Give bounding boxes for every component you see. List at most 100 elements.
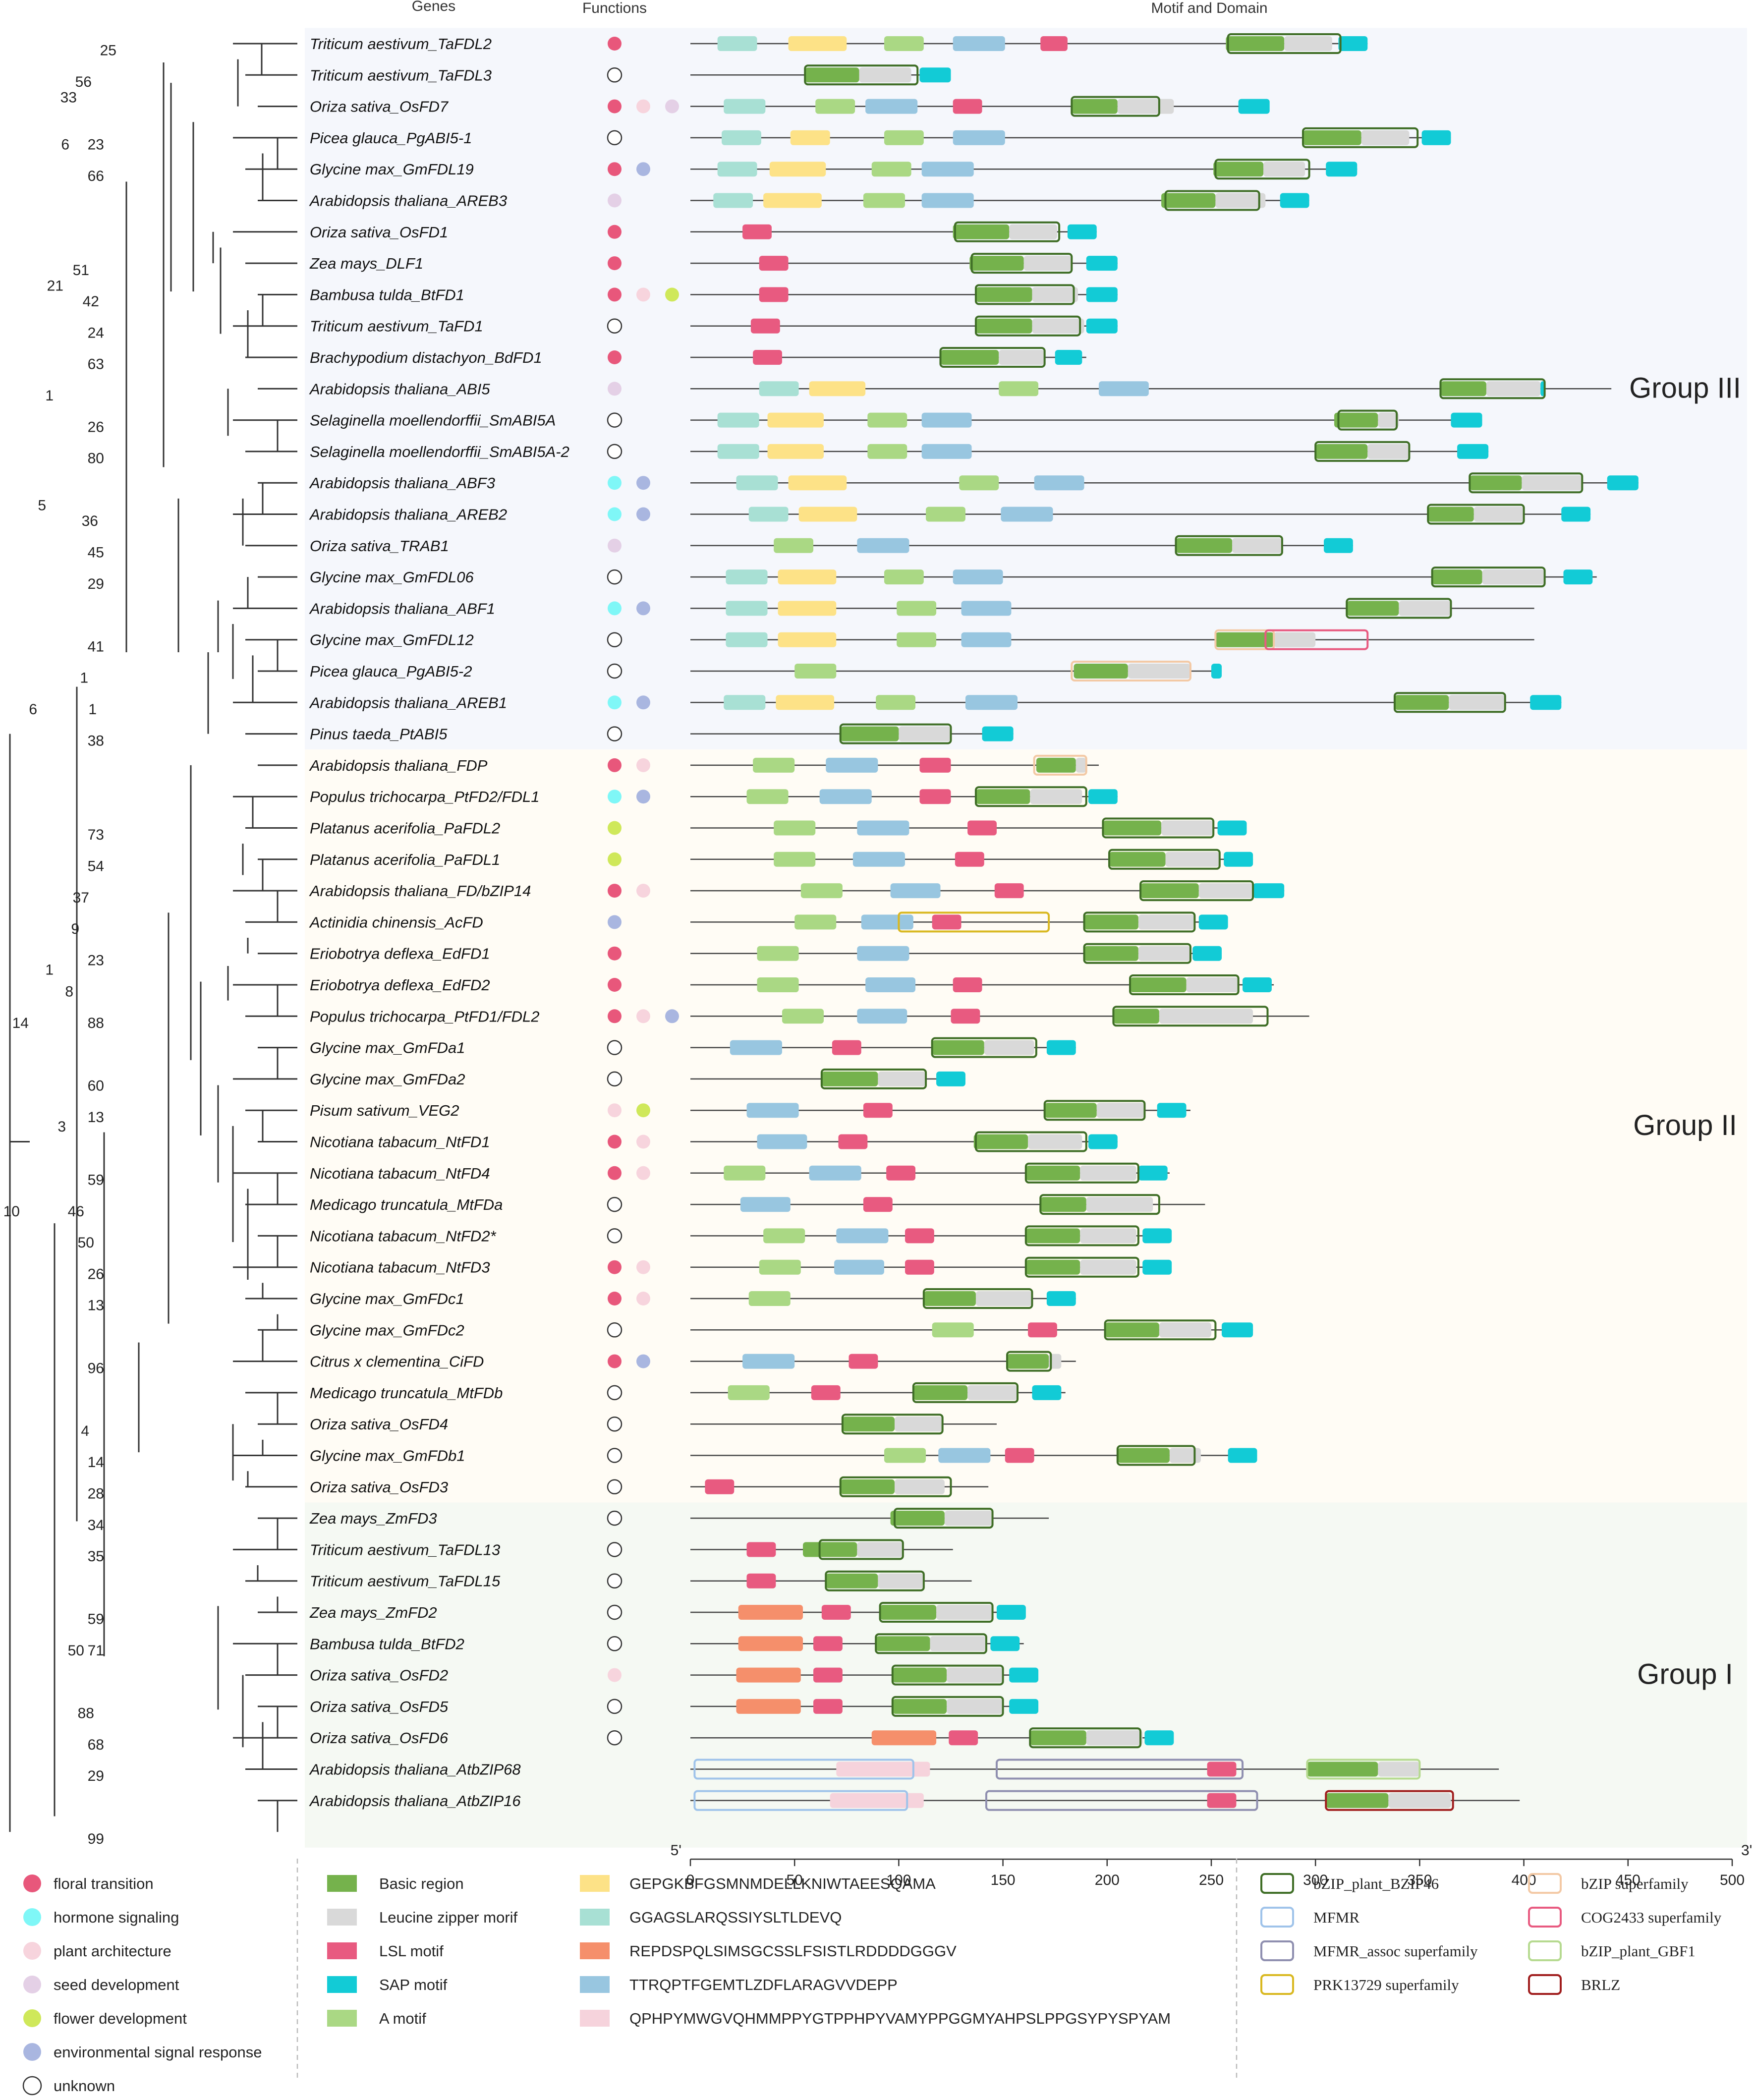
motif-lsl — [821, 1605, 851, 1620]
motif-basic — [892, 1699, 947, 1714]
legend-swatch-GBF1 — [1528, 1940, 1562, 1961]
function-dot-unknown — [607, 130, 622, 146]
legend-label: QPHPYMWGVQHMMPPYGTPPHPYVAMYPPGGMYAHPSLPP… — [629, 2010, 1171, 2027]
motif-m4 — [938, 1448, 991, 1463]
motif-zipper — [1117, 99, 1174, 114]
gene-label: Zea mays_ZmFD3 — [309, 1510, 437, 1527]
function-dot-architecture — [636, 1009, 650, 1023]
motif-m1 — [763, 193, 822, 208]
bootstrap-value: 35 — [88, 1548, 104, 1565]
motif-sap — [1009, 1699, 1039, 1714]
legend-label: Leucine zipper morif — [379, 1909, 518, 1926]
motif-sap — [1086, 256, 1118, 271]
motif-m4 — [852, 851, 905, 867]
motif-basic — [880, 1605, 937, 1620]
motif-sap — [996, 1605, 1026, 1620]
motif-basic — [975, 287, 1032, 302]
motif-basic — [969, 256, 1024, 271]
function-dot-floral — [608, 37, 622, 51]
function-dot-architecture — [636, 1260, 650, 1274]
motif-zipper — [1473, 507, 1524, 522]
motif-zipper — [1263, 162, 1305, 177]
motif-amotif — [897, 632, 937, 647]
legend-label: environmental signal response — [54, 2043, 262, 2061]
axis-five-prime: 5' — [671, 1842, 681, 1859]
motif-m4 — [961, 601, 1012, 616]
motif-zipper — [930, 1636, 986, 1651]
gene-labels: Triticum aestivum_TaFDL2 Triticum aestivu… — [309, 35, 569, 1810]
gene-label: Medicago truncatula_MtFDa — [310, 1196, 503, 1213]
motif-m1 — [778, 569, 837, 585]
motif-amotif — [999, 381, 1039, 397]
motif-amotif — [794, 914, 837, 930]
domain-bZIP_super — [1214, 629, 1275, 650]
motif-amotif — [884, 130, 924, 145]
domain-bZIP_plant_BZIP46 — [1024, 1225, 1139, 1247]
motif-zipper — [1009, 224, 1057, 239]
motif-basic — [940, 350, 999, 365]
bootstrap-value: 23 — [88, 137, 104, 153]
motif-lsl — [994, 883, 1024, 899]
motif-zipper — [894, 1479, 945, 1494]
domain-bZIP_plant_BZIP46 — [891, 1696, 1004, 1717]
motif-basic — [1117, 1448, 1170, 1463]
function-dot-hormone — [608, 476, 622, 490]
motif-zipper — [1378, 412, 1399, 428]
function-dot-seed — [608, 193, 622, 208]
function-dot-unknown — [607, 67, 622, 83]
motif-zipper — [1198, 883, 1253, 899]
legend-swatch-env — [23, 2043, 41, 2061]
motif-lsl — [813, 1699, 843, 1714]
bootstrap-value: 37 — [73, 890, 89, 906]
domain-bZIP_plant_BZIP46 — [891, 1664, 1004, 1686]
bootstrap-value: 10 — [3, 1203, 20, 1220]
motif-zipper — [947, 1699, 1003, 1714]
bootstrap-value: 6 — [61, 137, 69, 153]
function-dot-unknown — [607, 1416, 622, 1432]
gene-label: Zea mays_DLF1 — [309, 255, 423, 272]
bootstrap-value: 88 — [88, 1015, 104, 1031]
motif-zipper — [1128, 664, 1190, 679]
motif-basic — [1025, 1228, 1080, 1244]
function-dot-env — [636, 507, 650, 521]
motif-basic — [892, 1667, 947, 1683]
motif-zipper — [899, 726, 951, 741]
motif-m4 — [1034, 475, 1084, 491]
motif-m1 — [778, 632, 837, 647]
motif-lsl — [750, 318, 780, 334]
gene-label: Eriobotrya deflexa_EdFD1 — [310, 945, 490, 963]
legend-label: MFMR_assoc superfamily — [1313, 1942, 1478, 1960]
motif-zipper — [999, 350, 1045, 365]
function-dot-seed — [608, 382, 622, 396]
motif-basic — [1044, 1103, 1097, 1118]
motif-lsl — [811, 1385, 841, 1400]
motif-lsl — [759, 287, 789, 302]
motif-basic — [840, 1479, 895, 1494]
motif-sap — [1088, 1134, 1118, 1149]
function-dot-flower — [665, 287, 679, 302]
legend-swatch-amotif — [327, 2010, 357, 2027]
motif-amotif — [794, 664, 837, 679]
legend-swatch-sap — [327, 1976, 357, 1993]
legend-swatch-m3 — [580, 1942, 610, 1959]
function-dot-env — [636, 790, 650, 804]
motif-amotif — [757, 946, 799, 961]
bootstrap-value: 41 — [88, 638, 104, 655]
bootstrap-value: 59 — [88, 1172, 104, 1188]
domain-MFMR — [693, 1759, 914, 1780]
motif-sap — [1530, 695, 1562, 710]
motif-basic — [1176, 538, 1233, 553]
motif-zipper — [984, 1040, 1034, 1055]
legend-label: bZIP superfamily — [1581, 1875, 1689, 1892]
gene-label: Oriza sativa_OsFD3 — [310, 1478, 448, 1496]
gene-label: Pinus taeda_PtABI5 — [310, 726, 448, 743]
motif-basic — [1109, 851, 1166, 867]
legend-swatch-basic — [327, 1875, 357, 1892]
motif-basic — [1030, 1730, 1086, 1746]
domain-bZIP_plant_BZIP46 — [931, 1037, 1037, 1058]
gene-label: Populus trichocarpa_PtFD1/FDL2 — [310, 1008, 540, 1025]
legend-swatch-bZIP_plant_BZIP46 — [1260, 1873, 1294, 1894]
motif-sap — [1253, 883, 1285, 899]
motif-sap — [1009, 1667, 1039, 1683]
